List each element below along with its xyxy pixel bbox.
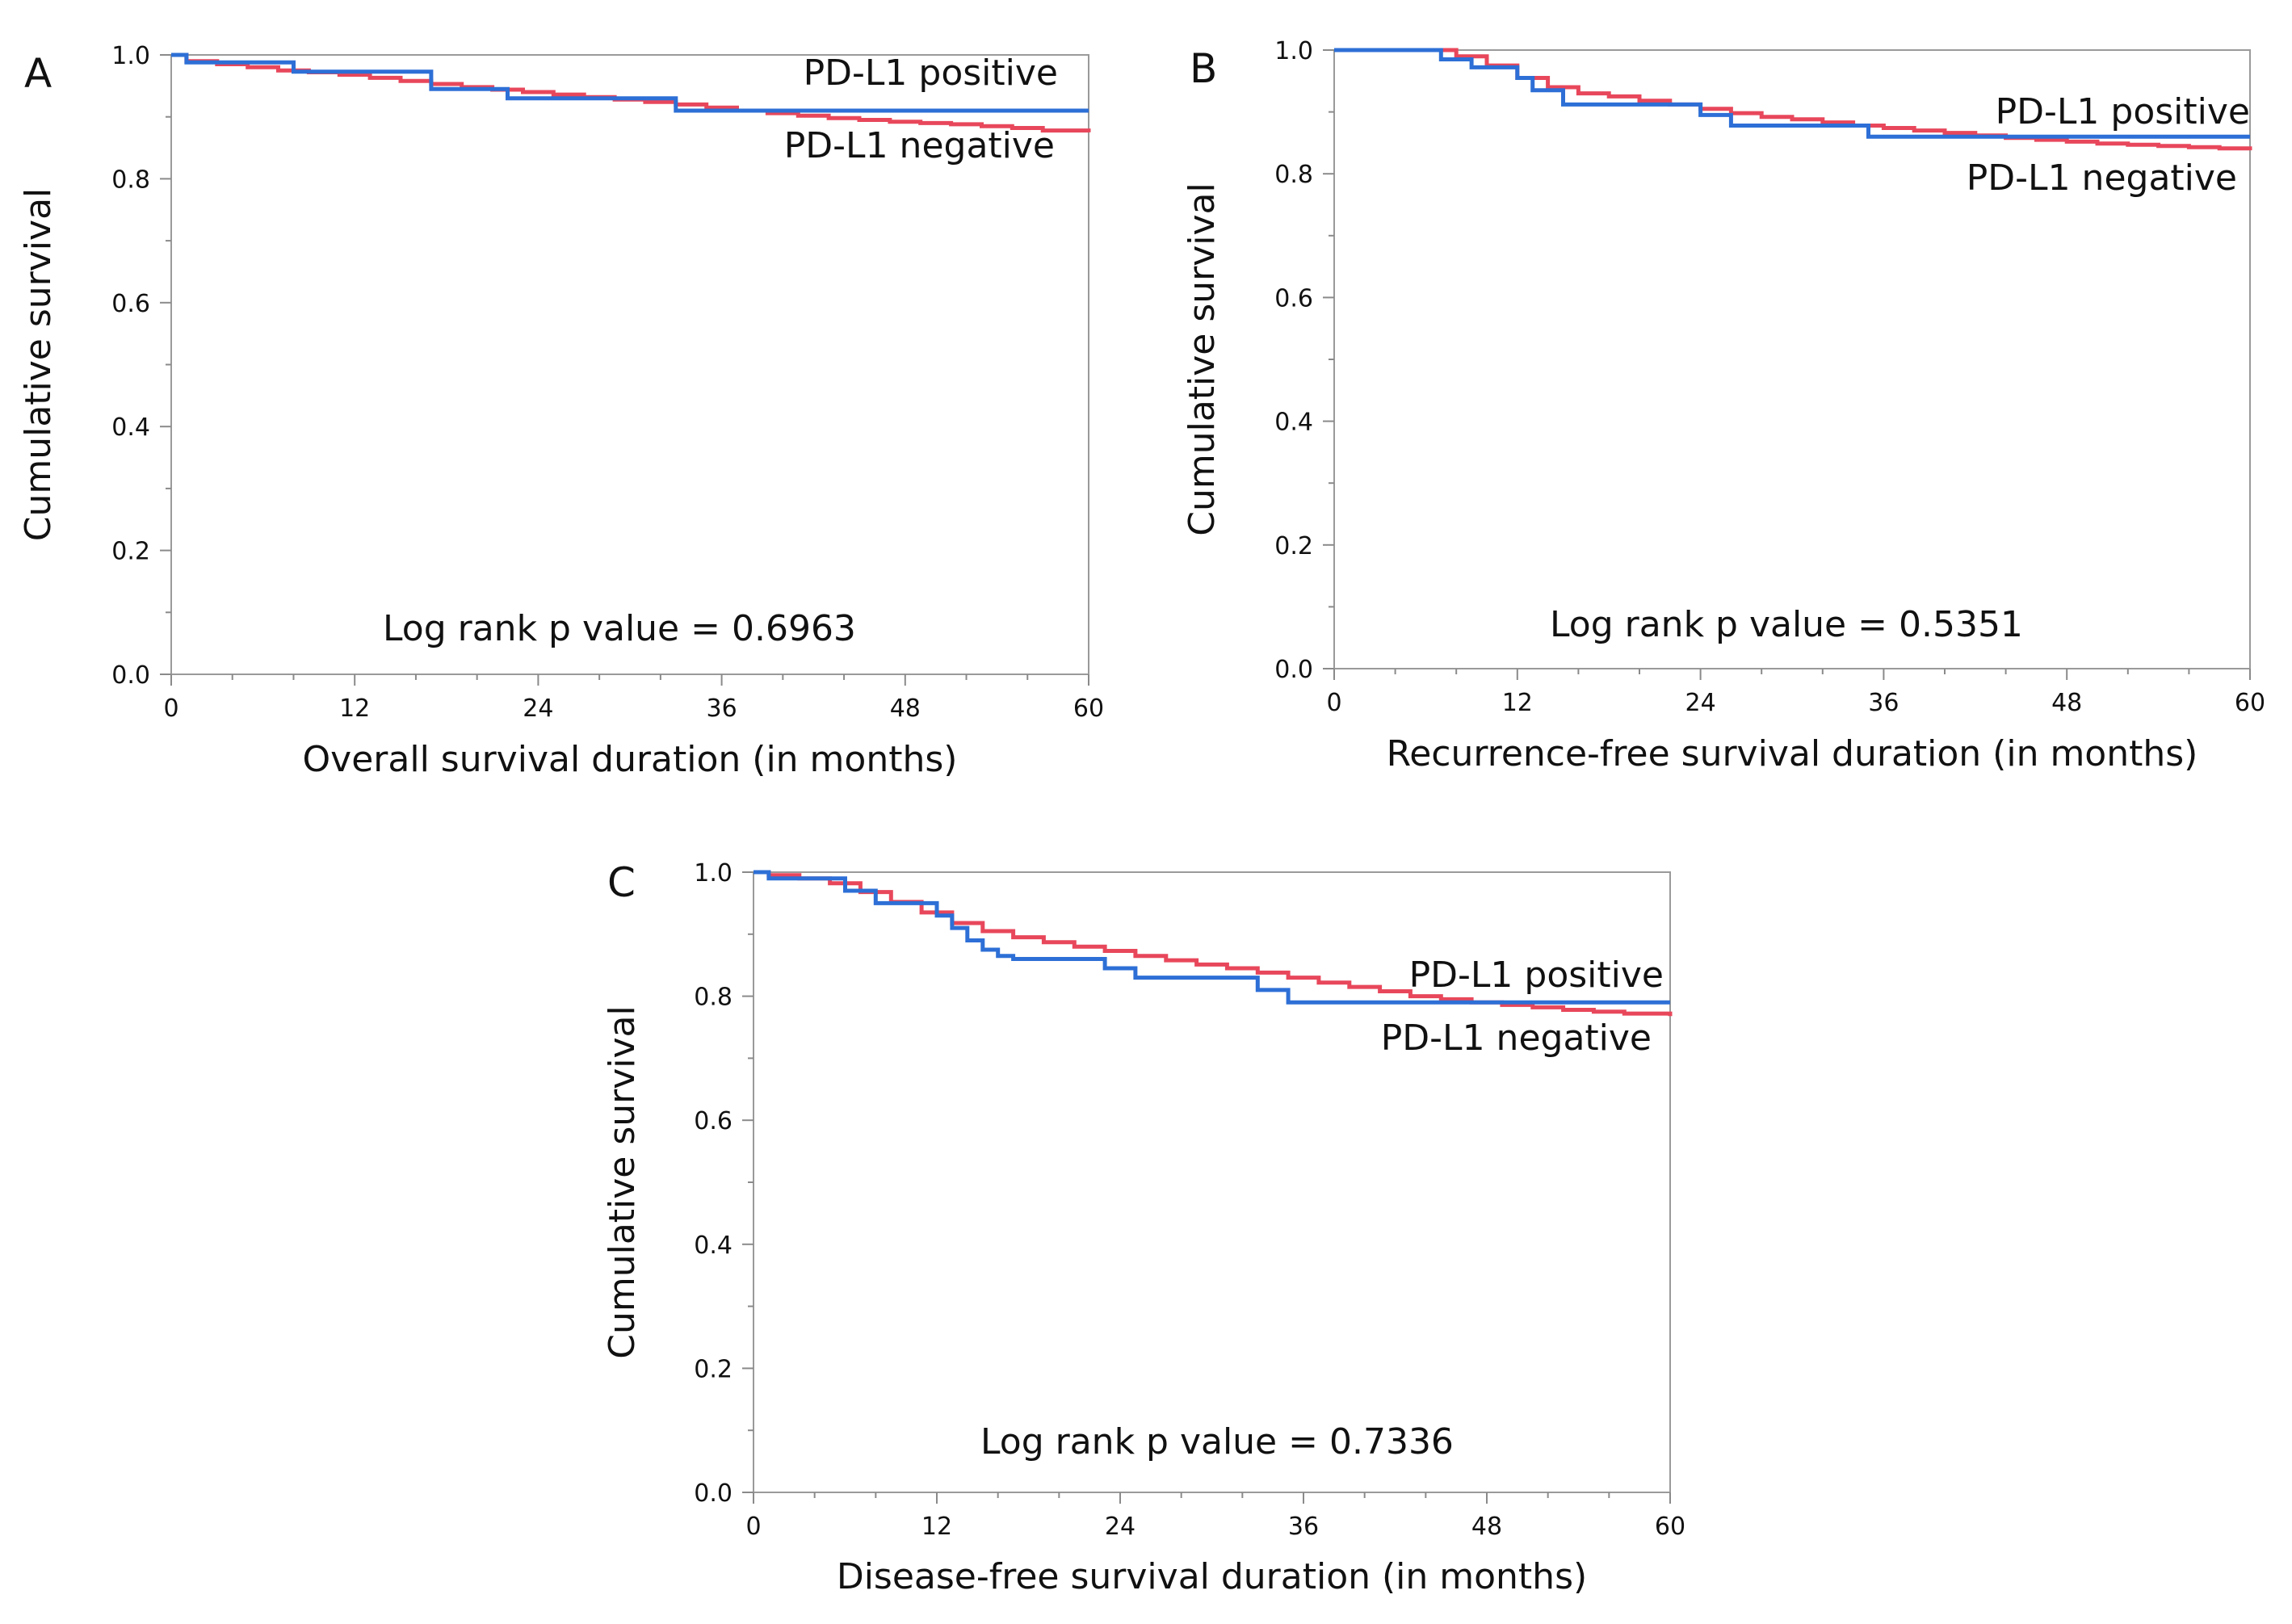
y-axis-title: Cumulative survival — [602, 1005, 643, 1359]
chart-panel-a: A 0 12 24 36 48 60 0.0 0.2 0.4 0.6 0.8 1.0 Overall su… — [18, 42, 1104, 780]
y-tick-label: 0.2 — [111, 538, 150, 566]
y-tick-label: 0.0 — [1274, 656, 1313, 684]
x-tick-label: 48 — [890, 695, 921, 723]
y-tick-label: 0.4 — [694, 1232, 733, 1260]
y-tick-label: 1.0 — [694, 859, 733, 888]
series-label-pd-l1-negative: PD-L1 negative — [1967, 157, 2237, 199]
x-axis-title: Overall survival duration (in months) — [303, 739, 958, 780]
series-line-pd-l1-positive — [171, 52, 1089, 113]
y-tick-label: 0.8 — [1274, 161, 1313, 189]
series-label-pd-l1-positive: PD-L1 positive — [1996, 91, 2250, 132]
x-tick-label: 12 — [921, 1513, 952, 1541]
series-line-pd-l1-positive — [1334, 48, 2250, 139]
series-label-pd-l1-negative: PD-L1 negative — [1381, 1018, 1652, 1059]
x-tick-label: 36 — [707, 695, 737, 723]
series-label-pd-l1-positive: PD-L1 positive — [804, 52, 1058, 94]
y-tick-label: 0.0 — [694, 1479, 733, 1508]
y-tick-label: 1.0 — [111, 42, 150, 70]
x-tick-label: 60 — [1073, 695, 1104, 723]
x-tick-label: 48 — [1471, 1513, 1502, 1541]
y-tick-label: 0.2 — [1274, 532, 1313, 560]
x-tick-label: 0 — [745, 1513, 761, 1541]
x-tick-label: 36 — [1288, 1513, 1319, 1541]
panel-letter: A — [24, 50, 52, 97]
chart-panel-c: C 0 12 24 36 48 60 0.0 0.2 0.4 0.6 0.8 1.0 Disease-fr… — [602, 859, 1685, 1597]
x-tick-label: 60 — [1655, 1513, 1685, 1541]
x-tick-label: 36 — [1868, 689, 1899, 717]
x-tick-label: 48 — [2051, 689, 2082, 717]
y-tick-label: 0.6 — [111, 290, 150, 318]
log-rank-annotation: Log rank p value = 0.5351 — [1550, 604, 2023, 645]
chart-panel-b: B 0 12 24 36 48 60 0.0 0.2 0.4 0.6 0.8 1.0 Recurrence… — [1182, 37, 2265, 774]
x-tick-label: 12 — [1502, 689, 1533, 717]
y-tick-label: 0.4 — [1274, 409, 1313, 437]
log-rank-annotation: Log rank p value = 0.7336 — [980, 1421, 1454, 1462]
x-tick-label: 0 — [1326, 689, 1341, 717]
log-rank-annotation: Log rank p value = 0.6963 — [383, 608, 856, 649]
x-tick-label: 0 — [163, 695, 178, 723]
panel-letter: B — [1190, 45, 1217, 92]
y-tick-label: 0.6 — [1274, 284, 1313, 313]
x-axis-title: Recurrence-free survival duration (in mo… — [1387, 733, 2198, 774]
x-tick-label: 24 — [523, 695, 553, 723]
series-line-pd-l1-negative — [1334, 48, 2252, 151]
series-label-pd-l1-negative: PD-L1 negative — [784, 125, 1055, 166]
y-axis-title: Cumulative survival — [1182, 183, 1223, 536]
y-tick-label: 0.4 — [111, 413, 150, 442]
x-axis-title: Disease-free survival duration (in month… — [837, 1556, 1587, 1597]
y-tick-label: 0.6 — [694, 1107, 733, 1135]
panel-letter: C — [607, 859, 636, 906]
x-tick-label: 24 — [1105, 1513, 1136, 1541]
y-tick-label: 0.8 — [694, 984, 733, 1012]
y-tick-label: 1.0 — [1274, 37, 1313, 65]
x-tick-label: 24 — [1685, 689, 1716, 717]
x-tick-label: 12 — [339, 695, 370, 723]
series-line-pd-l1-positive — [754, 870, 1670, 1005]
y-tick-label: 0.0 — [111, 661, 150, 690]
y-tick-label: 0.2 — [694, 1355, 733, 1383]
series-label-pd-l1-positive: PD-L1 positive — [1409, 955, 1664, 996]
y-axis-title: Cumulative survival — [18, 188, 59, 542]
y-tick-label: 0.8 — [111, 166, 150, 194]
x-tick-label: 60 — [2235, 689, 2265, 717]
